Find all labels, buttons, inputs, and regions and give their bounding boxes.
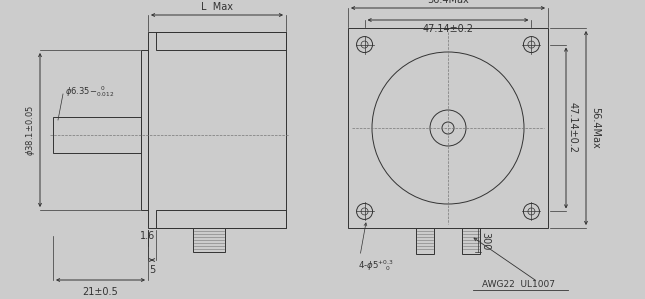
Text: 1.6: 1.6 bbox=[141, 231, 155, 241]
Bar bbox=[193, 228, 225, 252]
Text: AWG22  UL1007: AWG22 UL1007 bbox=[482, 280, 555, 289]
Bar bbox=[156, 32, 286, 50]
Text: 5: 5 bbox=[149, 265, 155, 275]
Bar bbox=[348, 28, 548, 228]
Text: 21±0.5: 21±0.5 bbox=[83, 287, 119, 297]
Bar bbox=[462, 228, 480, 254]
Text: 4-$\phi$5$^{+0.3}_{\ \ \ \ 0}$: 4-$\phi$5$^{+0.3}_{\ \ \ \ 0}$ bbox=[358, 258, 394, 273]
Bar bbox=[156, 210, 286, 228]
Bar bbox=[141, 50, 148, 210]
Bar bbox=[53, 117, 141, 153]
Text: $\phi$6.35$-^{\ \ 0}_{0.012}$: $\phi$6.35$-^{\ \ 0}_{0.012}$ bbox=[65, 85, 114, 100]
Text: $\phi$38.1$\pm$0.05: $\phi$38.1$\pm$0.05 bbox=[24, 104, 37, 155]
Bar bbox=[416, 228, 434, 254]
Text: 56.4Max: 56.4Max bbox=[427, 0, 469, 5]
Bar bbox=[148, 32, 286, 228]
Text: 56.4Max: 56.4Max bbox=[590, 107, 600, 149]
Text: 47.14±0.2: 47.14±0.2 bbox=[568, 103, 578, 153]
Text: L  Max: L Max bbox=[201, 2, 233, 12]
Text: 47.14±0.2: 47.14±0.2 bbox=[422, 24, 473, 34]
Text: 300: 300 bbox=[480, 232, 490, 250]
